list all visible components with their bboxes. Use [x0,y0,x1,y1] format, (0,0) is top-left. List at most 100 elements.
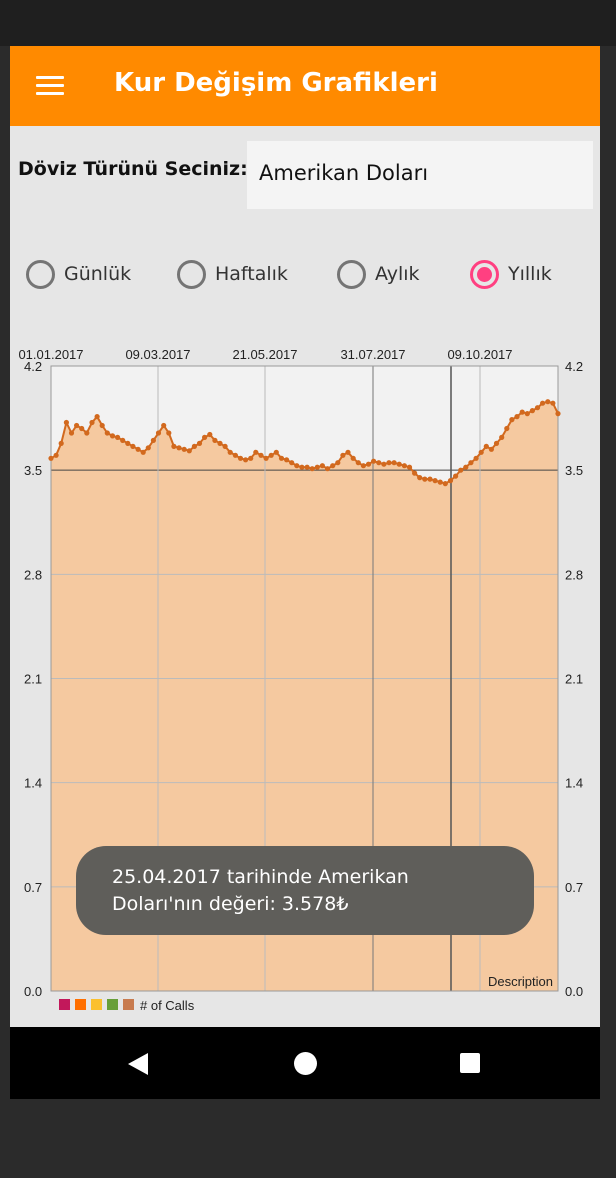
x-tick-label: 21.05.2017 [232,347,297,362]
y-tick-label-right: 2.1 [565,672,583,687]
data-point [396,461,402,467]
legend-swatch [123,999,134,1010]
currency-dropdown[interactable]: Amerikan Doları [247,141,593,209]
data-point [299,464,305,470]
data-point [99,422,105,429]
data-point [340,452,346,458]
data-point [365,461,372,467]
data-point [202,434,208,440]
data-point [493,440,500,446]
data-point [381,461,387,467]
data-point [53,452,59,458]
data-point [478,449,484,455]
area-fill [51,401,558,991]
app-bar: Kur Değişim Grafikleri [10,46,600,126]
currency-selected-value: Amerikan Doları [259,161,429,185]
data-point [74,422,80,429]
data-point [437,479,443,485]
data-point [412,470,418,476]
radio-label: Haftalık [215,263,288,285]
data-point [150,437,156,443]
app-screen: Kur Değişim Grafikleri Döviz Türünü Seci… [10,46,600,1099]
x-tick-label: 01.01.2017 [18,347,83,362]
data-point [212,437,218,443]
data-point [278,455,285,461]
data-point [447,478,454,484]
data-point [130,443,136,449]
data-point [330,463,336,469]
data-point [268,452,274,458]
data-point [335,460,341,466]
data-point [401,463,407,469]
toast-message: 25.04.2017 tarihinde Amerikan Doları'nın… [76,846,534,935]
data-point [534,405,541,411]
y-tick-label-right: 4.2 [565,359,583,374]
y-tick-label-left: 4.2 [24,359,42,374]
home-icon[interactable] [294,1052,317,1075]
data-point [109,433,116,439]
data-point [417,475,423,481]
x-tick-label: 09.03.2017 [125,347,190,362]
data-point [529,408,536,414]
data-point [473,455,479,461]
data-point [386,460,392,466]
data-point [263,455,269,461]
data-point [499,434,505,440]
data-point [258,452,264,458]
navigation-bar [10,1027,600,1099]
data-point [227,449,233,455]
chart-description: Description [488,974,553,989]
radio-label: Günlük [64,263,132,285]
y-tick-label-left: 1.4 [24,776,42,791]
y-tick-label-right: 0.7 [565,880,583,895]
data-point [237,455,244,461]
data-point [181,446,187,452]
data-point [540,400,546,406]
data-point [120,437,126,443]
data-point [58,440,64,446]
plot-border [50,365,559,992]
y-tick-label-right: 1.4 [565,776,583,791]
x-tick-label: 31.07.2017 [340,347,405,362]
back-icon[interactable] [128,1053,148,1075]
data-point [115,434,121,440]
data-point [140,449,146,455]
data-point [432,478,438,484]
data-point [545,399,551,405]
data-point [89,419,95,426]
data-point [427,476,433,482]
y-tick-label-left: 2.8 [24,567,42,582]
data-point [48,455,54,461]
legend-swatch [91,999,102,1010]
data-point [217,440,223,446]
data-point [289,460,295,466]
radio-label: Aylık [375,263,420,285]
data-point [514,414,520,420]
radio-circle [26,260,55,289]
legend-swatch [75,999,86,1010]
data-point [442,481,448,487]
data-point [273,449,279,455]
data-point [319,463,325,469]
recent-apps-icon[interactable] [460,1053,480,1073]
data-point [171,443,177,449]
x-tick-label: 09.10.2017 [447,347,512,362]
data-point [84,430,90,436]
data-point [79,425,85,432]
data-point [314,464,320,470]
data-point [94,414,100,420]
data-point [248,455,254,461]
y-tick-label-left: 3.5 [24,463,42,478]
menu-icon[interactable] [36,76,64,96]
data-point [232,452,238,458]
data-point [509,417,515,423]
data-point [304,464,310,470]
data-point [488,446,494,452]
data-point [550,400,556,406]
y-tick-label-right: 3.5 [565,463,583,478]
data-point [371,458,377,464]
app-title: Kur Değişim Grafikleri [114,68,438,98]
data-point [166,430,172,436]
data-point [309,466,315,472]
data-point [186,448,192,454]
